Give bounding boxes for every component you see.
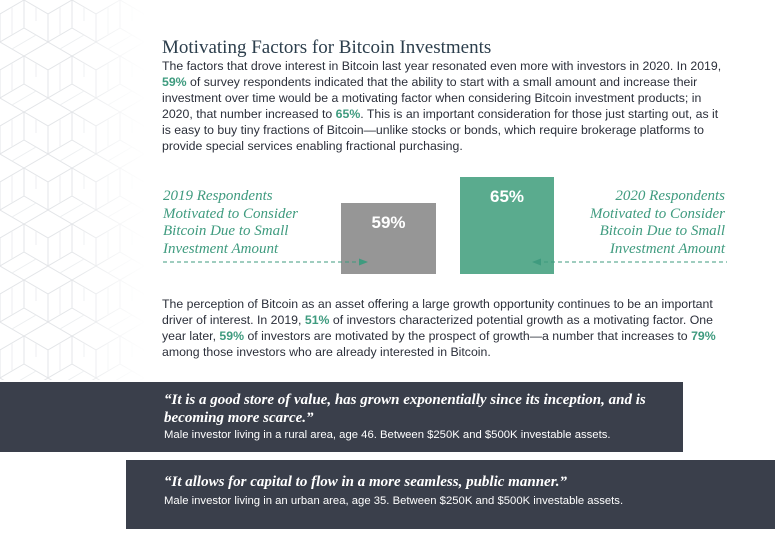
bar-2019-value: 59% — [371, 213, 406, 232]
quote-box-2: “It allows for capital to flow in a more… — [126, 460, 775, 529]
growth-text-3: of investors are motivated by the prospe… — [244, 329, 692, 344]
quote-text: “It is a good store of value, has grown … — [164, 392, 646, 426]
intro-text-2: of survey respondents indicated that the… — [162, 75, 702, 122]
quote-attribution: Male investor living in a rural area, ag… — [164, 429, 611, 441]
label-2019-respondents: 2019 Respondents Motivated to Consider B… — [163, 188, 298, 257]
bar-2020: 65% — [460, 177, 554, 274]
growth-text-4: among those investors who are already in… — [162, 345, 491, 360]
intro-highlight-2020: 65% — [335, 107, 361, 122]
growth-text-1: The perception of Bitcoin as an asset of… — [162, 297, 713, 328]
growth-text-2: of investors characterized potential gro… — [162, 313, 713, 344]
page-title: Motivating Factors for Bitcoin Investmen… — [162, 37, 492, 58]
growth-highlight-2020: 59% — [219, 329, 245, 344]
intro-highlight-2019: 59% — [162, 75, 187, 90]
quote-text: “It allows for capital to flow in a more… — [164, 474, 567, 490]
quote-attribution: Male investor living in an urban area, a… — [164, 495, 624, 507]
dashed-arrow-2020 — [532, 258, 727, 266]
bar-2020-value: 65% — [489, 187, 525, 206]
intro-text-3: . This is an important consideration for… — [162, 107, 719, 154]
growth-highlight-2019: 51% — [304, 313, 330, 328]
intro-text-1: The factors that drove interest in Bitco… — [162, 59, 722, 73]
bar-2019: 59% — [341, 203, 436, 274]
growth-highlight-interested: 79% — [691, 329, 716, 344]
label-2020-respondents: 2020 Respondents Motivated to Consider B… — [590, 188, 725, 257]
growth-paragraph: The perception of Bitcoin as an asset of… — [162, 296, 722, 360]
quote-box-1: “It is a good store of value, has grown … — [0, 382, 683, 452]
intro-paragraph: The factors that drove interest in Bitco… — [162, 58, 722, 155]
decorative-geometric-pattern — [0, 0, 145, 380]
dashed-arrow-2019 — [163, 258, 368, 266]
